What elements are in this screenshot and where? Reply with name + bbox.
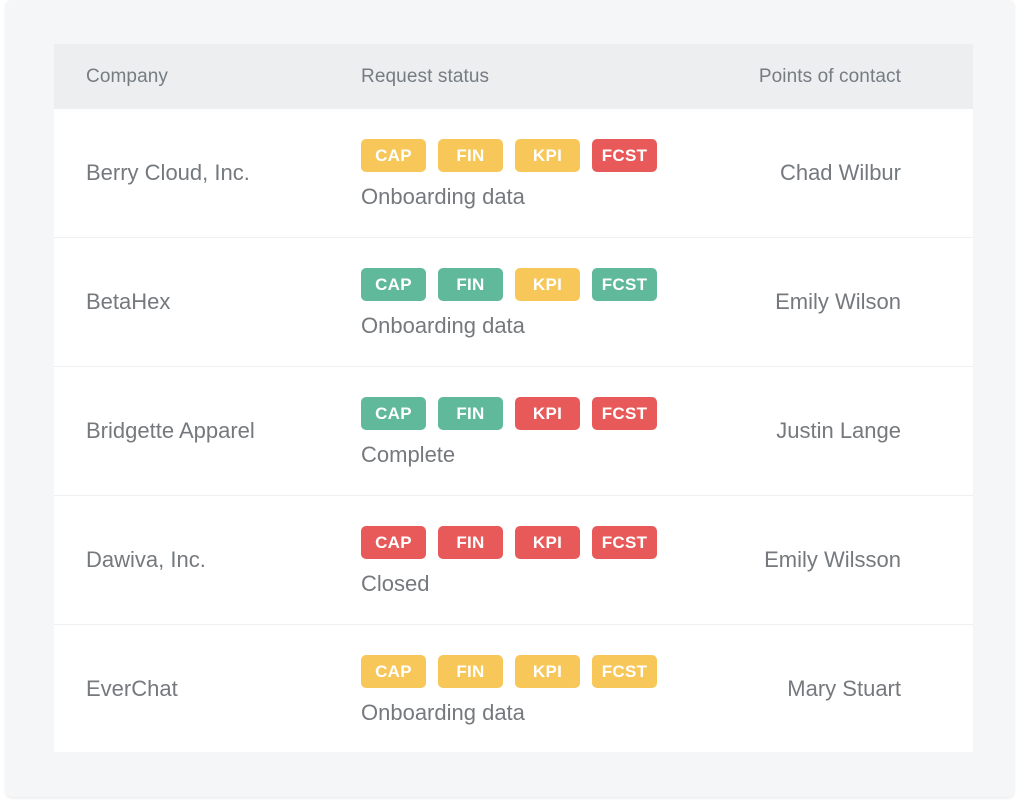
request-status-cell: CAP FIN KPI FCST Closed <box>361 526 657 597</box>
status-badges: CAP FIN KPI FCST <box>361 139 657 172</box>
status-badge-kpi[interactable]: KPI <box>515 397 580 430</box>
status-badge-cap[interactable]: CAP <box>361 655 426 688</box>
status-text: Onboarding data <box>361 700 525 725</box>
status-badge-fin[interactable]: FIN <box>438 268 503 301</box>
status-badge-kpi[interactable]: KPI <box>515 526 580 559</box>
status-text: Onboarding data <box>361 313 525 338</box>
column-header-request-status[interactable]: Request status <box>361 66 490 87</box>
company-name: EverChat <box>86 676 178 701</box>
status-badge-fin[interactable]: FIN <box>438 526 503 559</box>
card-frame: Company Request status Points of contact… <box>6 0 1014 797</box>
column-header-points-of-contact[interactable]: Points of contact <box>758 66 901 87</box>
request-status-cell: CAP FIN KPI FCST Onboarding data <box>361 655 657 726</box>
table-row[interactable]: EverChat CAP FIN KPI FCST Onboarding data Mary… <box>54 625 973 752</box>
status-badges: CAP FIN KPI FCST <box>361 268 657 301</box>
status-badge-fcst[interactable]: FCST <box>592 655 657 688</box>
point-of-contact[interactable]: Emily Wilsson <box>764 547 901 572</box>
table-body: Berry Cloud, Inc. CAP FIN KPI FCST Onboarding… <box>54 109 973 752</box>
company-name: BetaHex <box>86 289 171 314</box>
table-header: Company Request status Points of contact <box>54 44 973 109</box>
status-badge-fin[interactable]: FIN <box>438 655 503 688</box>
table-row[interactable]: Berry Cloud, Inc. CAP FIN KPI FCST Onboarding… <box>54 109 973 238</box>
request-status-cell: CAP FIN KPI FCST Onboarding data <box>361 268 657 339</box>
status-badge-fcst[interactable]: FCST <box>592 139 657 172</box>
company-name: Bridgette Apparel <box>86 418 255 443</box>
company-name: Berry Cloud, Inc. <box>86 160 250 185</box>
point-of-contact[interactable]: Justin Lange <box>776 418 901 443</box>
status-badge-fcst[interactable]: FCST <box>592 397 657 430</box>
status-badge-cap[interactable]: CAP <box>361 397 426 430</box>
status-badge-kpi[interactable]: KPI <box>515 139 580 172</box>
request-status-cell: CAP FIN KPI FCST Onboarding data <box>361 139 657 210</box>
status-badge-cap[interactable]: CAP <box>361 526 426 559</box>
status-badge-cap[interactable]: CAP <box>361 268 426 301</box>
point-of-contact[interactable]: Chad Wilbur <box>779 160 901 185</box>
status-badges: CAP FIN KPI FCST <box>361 397 657 430</box>
status-text: Closed <box>361 571 430 596</box>
request-status-cell: CAP FIN KPI FCST Complete <box>361 397 657 468</box>
company-name: Dawiva, Inc. <box>86 547 206 572</box>
status-badges: CAP FIN KPI FCST <box>361 655 657 688</box>
status-text: Complete <box>361 442 456 467</box>
table-row[interactable]: Bridgette Apparel CAP FIN KPI FCST Complete Ju… <box>54 367 973 496</box>
point-of-contact[interactable]: Emily Wilson <box>775 289 901 314</box>
status-badges: CAP FIN KPI FCST <box>361 526 657 559</box>
status-badge-kpi[interactable]: KPI <box>515 268 580 301</box>
column-header-company[interactable]: Company <box>86 66 169 87</box>
status-badge-fin[interactable]: FIN <box>438 139 503 172</box>
status-badge-fcst[interactable]: FCST <box>592 526 657 559</box>
table-row[interactable]: BetaHex CAP FIN KPI FCST Onboarding data Emily… <box>54 238 973 367</box>
status-text: Onboarding data <box>361 184 525 209</box>
status-badge-fcst[interactable]: FCST <box>592 268 657 301</box>
status-badge-kpi[interactable]: KPI <box>515 655 580 688</box>
table-row[interactable]: Dawiva, Inc. CAP FIN KPI FCST Closed Emily Wil… <box>54 496 973 625</box>
status-badge-cap[interactable]: CAP <box>361 139 426 172</box>
status-badge-fin[interactable]: FIN <box>438 397 503 430</box>
companies-table: Company Request status Points of contact… <box>54 44 973 752</box>
point-of-contact[interactable]: Mary Stuart <box>787 676 901 701</box>
